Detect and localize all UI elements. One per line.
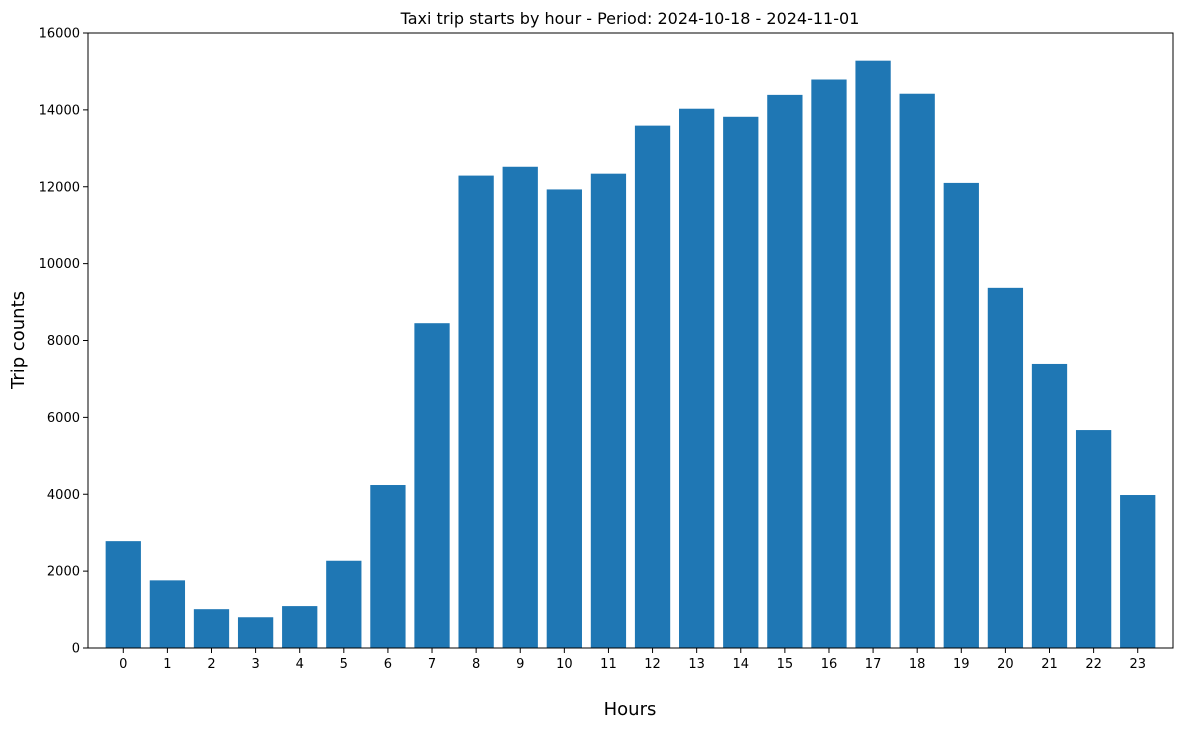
- x-tick-label: 1: [163, 657, 171, 672]
- x-tick-label: 9: [516, 657, 524, 672]
- bar-hour-22: [1075, 430, 1112, 648]
- x-tick-label: 12: [644, 657, 661, 672]
- bar-hour-23: [1120, 495, 1156, 648]
- bar-hour-12: [634, 125, 671, 648]
- x-tick-label: 10: [556, 657, 573, 672]
- x-tick-label: 5: [340, 657, 348, 672]
- bar-hour-4: [282, 606, 318, 648]
- y-tick-label: 6000: [47, 411, 80, 426]
- x-tick-label: 18: [909, 657, 926, 672]
- bar-hour-11: [590, 173, 627, 648]
- y-tick-label: 4000: [47, 488, 80, 503]
- bar-hour-18: [899, 93, 935, 649]
- bar-hour-1: [149, 580, 186, 648]
- x-tick-label: 4: [296, 657, 304, 672]
- bar-hour-16: [811, 79, 847, 648]
- x-tick-label: 7: [428, 657, 436, 672]
- x-tick-label: 17: [865, 657, 882, 672]
- bars-layer: [105, 60, 1156, 649]
- x-tick-label: 0: [119, 657, 127, 672]
- x-tick-label: 15: [777, 657, 794, 672]
- bar-hour-10: [546, 189, 582, 648]
- bar-hour-0: [105, 541, 141, 648]
- bar-hour-21: [1031, 363, 1068, 648]
- y-tick-label: 2000: [47, 565, 80, 580]
- chart-title: Taxi trip starts by hour - Period: 2024-…: [400, 9, 860, 28]
- y-tick-label: 8000: [47, 334, 80, 349]
- y-tick-label: 10000: [39, 257, 80, 272]
- x-tick-label: 16: [821, 657, 838, 672]
- x-tick-label: 23: [1129, 657, 1146, 672]
- x-axis-label: Hours: [604, 699, 657, 720]
- bar-hour-7: [414, 323, 450, 648]
- y-tick-label: 12000: [39, 180, 80, 195]
- x-tick-label: 6: [384, 657, 392, 672]
- x-axis-ticks: 0 1 2 3 4 5 6 7 8 9 10 11 12 13 14 15 16 17 18 19 20 21 22 23: [119, 648, 1146, 672]
- x-tick-label: 22: [1085, 657, 1102, 672]
- bar-hour-6: [370, 485, 406, 648]
- bar-hour-20: [987, 287, 1024, 648]
- bar-hour-3: [237, 617, 274, 648]
- bar-hour-5: [326, 560, 362, 648]
- x-tick-label: 19: [953, 657, 970, 672]
- bar-hour-2: [193, 609, 230, 648]
- y-tick-label: 0: [72, 642, 80, 657]
- y-tick-label: 16000: [39, 27, 80, 42]
- x-tick-label: 20: [997, 657, 1014, 672]
- bar-hour-14: [723, 116, 759, 649]
- bar-hour-19: [943, 182, 979, 648]
- x-tick-label: 21: [1041, 657, 1058, 672]
- x-tick-label: 3: [251, 657, 259, 672]
- y-axis-label: Trip counts: [8, 291, 29, 390]
- x-tick-label: 14: [732, 657, 749, 672]
- plot-frame: [87, 32, 1174, 649]
- x-tick-label: 13: [688, 657, 705, 672]
- bar-hour-9: [502, 166, 538, 648]
- y-tick-label: 14000: [39, 103, 80, 118]
- x-tick-label: 8: [472, 657, 480, 672]
- bar-hour-15: [767, 94, 803, 648]
- y-axis-ticks: 0 2000 4000 6000 8000 10000 12000 14000 16000: [39, 27, 88, 657]
- bar-hour-13: [679, 108, 715, 649]
- x-tick-label: 11: [600, 657, 617, 672]
- bar-hour-17: [855, 60, 891, 649]
- bar-hour-8: [458, 175, 494, 648]
- x-tick-label: 2: [207, 657, 215, 672]
